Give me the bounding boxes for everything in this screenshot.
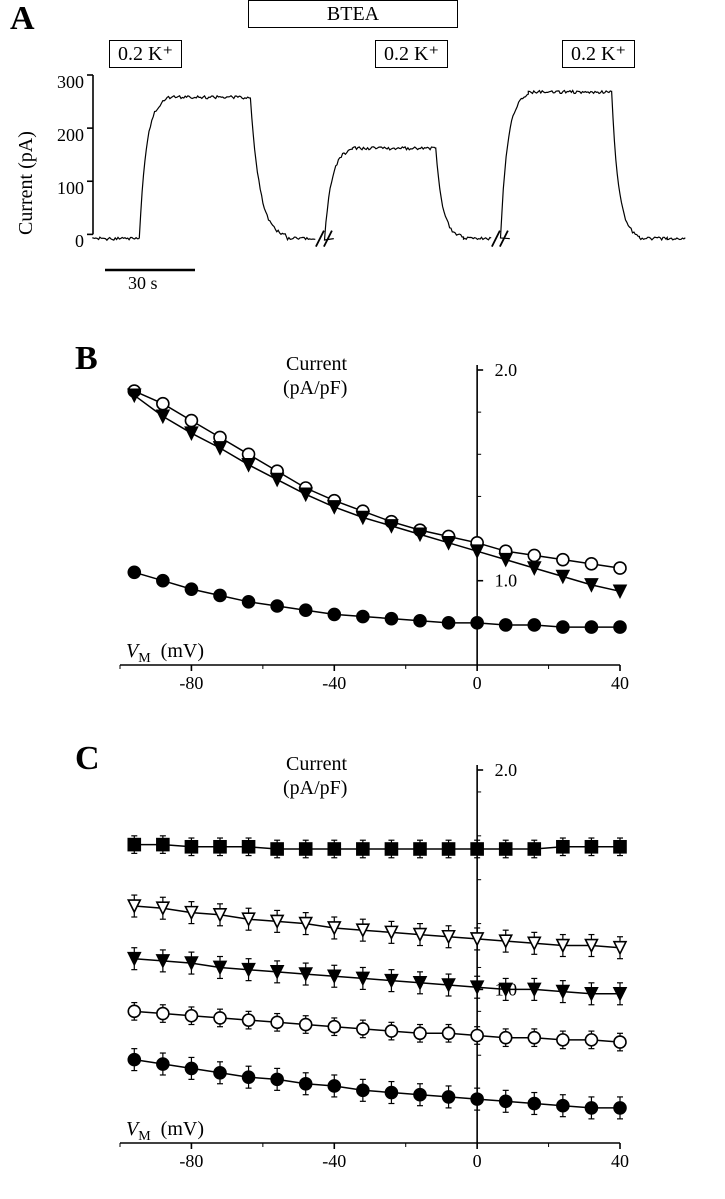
svg-text:0: 0 [473,1151,482,1171]
ytick-a-1: 100 [44,178,84,199]
svg-text:0: 0 [473,673,482,693]
pulse-box-3: 0.2 K⁺ [562,40,635,68]
panel-a-label: A [10,0,35,38]
panel-a-ylabel: Current (pA) [15,131,38,235]
svg-text:-80: -80 [179,1151,203,1171]
pulse-box-1: 0.2 K⁺ [109,40,182,68]
pulse-box-2: 0.2 K⁺ [375,40,448,68]
panel-b-label: B [75,340,98,378]
svg-text:1.0: 1.0 [495,571,517,591]
ytick-a-0: 0 [52,231,84,252]
svg-text:2.0: 2.0 [495,360,517,380]
btea-box: BTEA [248,0,458,28]
ytick-a-3: 300 [44,72,84,93]
svg-text:2.0: 2.0 [495,760,517,780]
panel-c-svg: 1.02.0-80-40040 [110,755,650,1185]
panel-c-label: C [75,740,100,778]
svg-text:-80: -80 [179,673,203,693]
panel-b-svg: 1.0 2.0 -80 -40 0 40 [110,355,650,705]
svg-text:40: 40 [611,1151,629,1171]
ytick-a-2: 200 [44,125,84,146]
svg-text:-40: -40 [322,1151,346,1171]
svg-text:-40: -40 [322,673,346,693]
panel-a-svg [85,65,725,295]
svg-text:40: 40 [611,673,629,693]
